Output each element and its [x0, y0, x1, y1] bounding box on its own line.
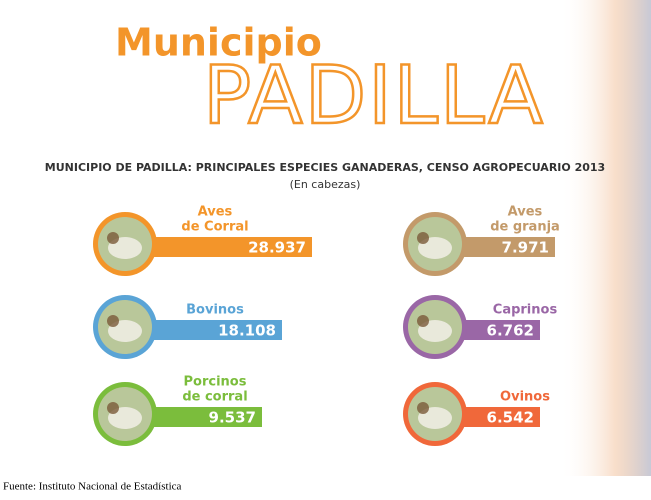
photo-detail — [107, 232, 119, 244]
value: 6.762 — [487, 322, 534, 340]
unit-note: (En cabezas) — [290, 178, 361, 191]
value-bar — [125, 237, 312, 257]
item-label: Ovinos — [500, 390, 550, 405]
item-label: de granja — [490, 220, 560, 235]
photo-detail — [417, 315, 429, 327]
item-label: de corral — [182, 390, 247, 405]
value: 7.971 — [502, 239, 549, 257]
value: 9.537 — [209, 409, 256, 427]
photo-detail — [417, 232, 429, 244]
title-large: PADILLA — [203, 49, 543, 142]
source: Fuente: Instituto Nacional de Estadístic… — [3, 481, 182, 493]
edge-decoration — [560, 0, 651, 476]
item-label: Porcinos — [184, 375, 247, 390]
item-label: Aves — [508, 205, 543, 220]
item-label: Caprinos — [493, 303, 558, 318]
item-label: Aves — [198, 205, 233, 220]
value-bar — [125, 320, 282, 340]
photo-detail — [417, 402, 429, 414]
value: 28.937 — [248, 239, 306, 257]
value: 18.108 — [218, 322, 276, 340]
photo-detail — [107, 402, 119, 414]
title-small: Municipio — [115, 21, 322, 65]
value: 6.542 — [487, 409, 534, 427]
subtitle: MUNICIPIO DE PADILLA: PRINCIPALES ESPECI… — [45, 161, 605, 174]
item-label: Bovinos — [186, 303, 244, 318]
item-label: de Corral — [181, 220, 248, 235]
value-bar — [125, 407, 262, 427]
photo-detail — [107, 315, 119, 327]
